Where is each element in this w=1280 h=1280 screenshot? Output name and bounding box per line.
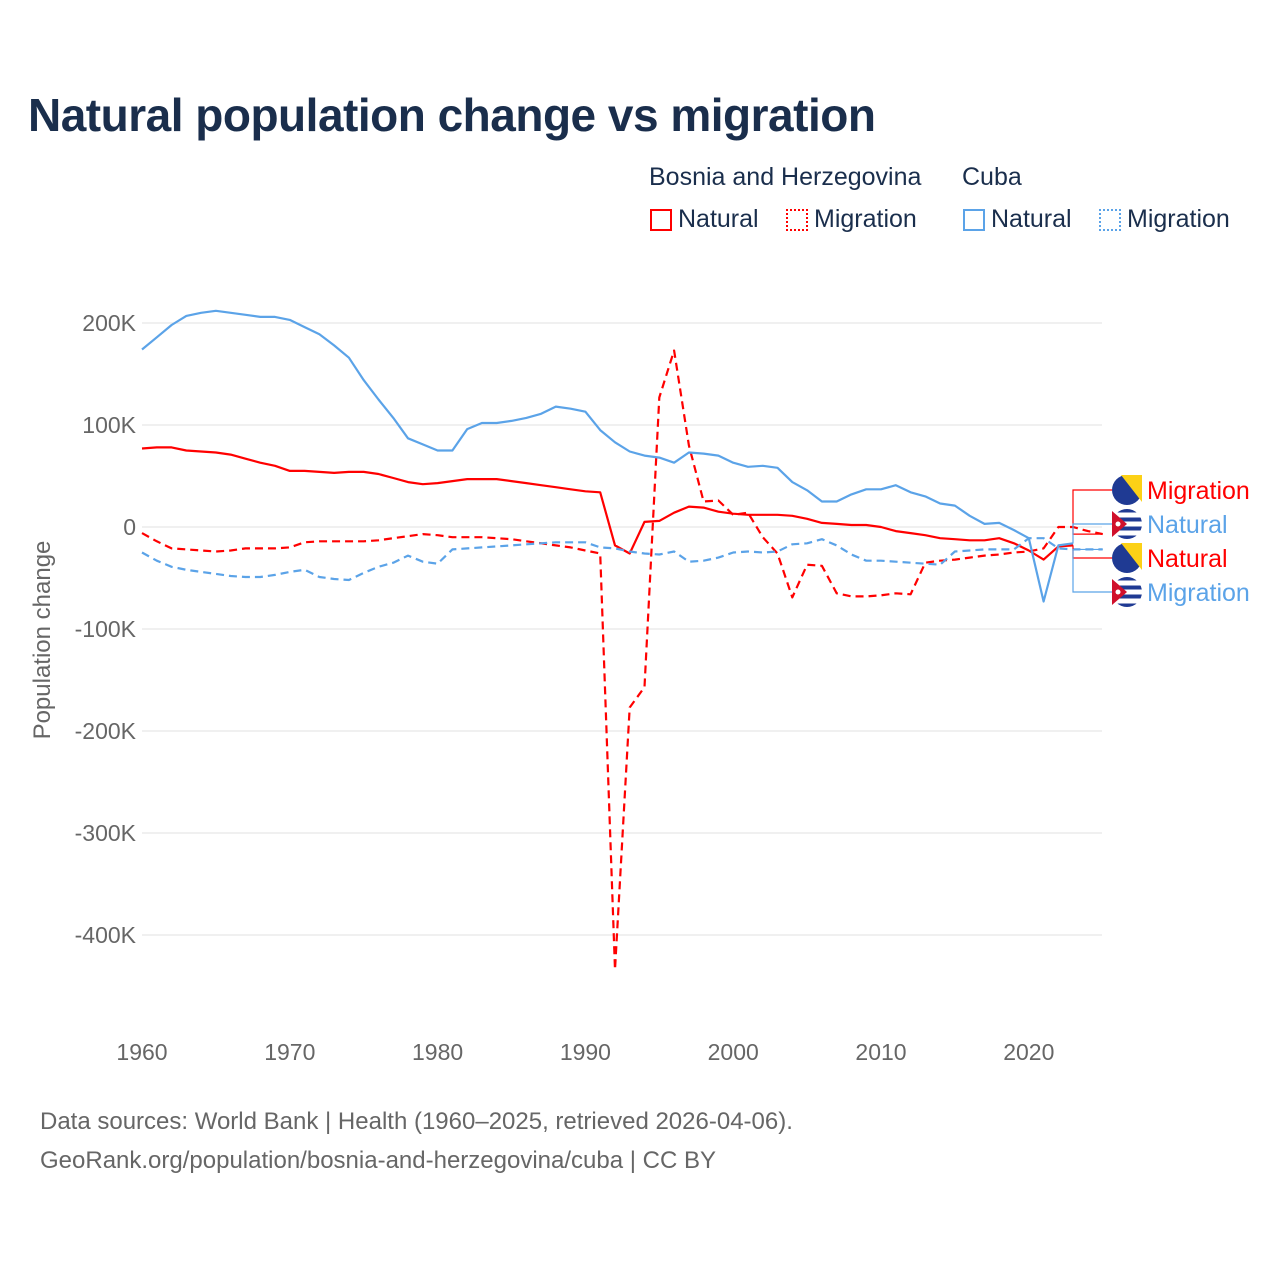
x-tick-label: 1960	[116, 1039, 167, 1065]
legend-label: Natural	[678, 205, 759, 233]
dotted-swatch-icon	[786, 208, 808, 231]
end-label: Migration	[1147, 477, 1250, 505]
x-tick-label: 2020	[1003, 1039, 1054, 1065]
y-tick-label: -300K	[75, 820, 137, 846]
solid-swatch-icon	[963, 208, 985, 231]
end-label-connector	[1072, 523, 1112, 544]
x-tick-label: 2000	[708, 1039, 759, 1065]
x-tick-label: 2010	[855, 1039, 906, 1065]
end-label-connector	[1072, 489, 1112, 535]
end-label: Migration	[1147, 579, 1250, 607]
footer-link[interactable]: GeoRank.org/population/bosnia-and-herzeg…	[40, 1147, 716, 1174]
legend-label: Natural	[991, 205, 1072, 233]
bosnia-flag-icon	[1112, 543, 1142, 573]
end-label: Natural	[1147, 545, 1228, 573]
legend-bosnia-migration[interactable]: Migration	[786, 205, 917, 234]
series-line-bosnia-and-herzegovina-migration[interactable]	[141, 349, 1103, 971]
x-tick-label: 1970	[264, 1039, 315, 1065]
y-tick-label: 200K	[82, 310, 136, 336]
x-tick-label: 1990	[560, 1039, 611, 1065]
end-label: Natural	[1147, 511, 1228, 539]
x-tick-label: 1980	[412, 1039, 463, 1065]
series-line-cuba-migration[interactable]	[141, 537, 1103, 582]
end-label-connector	[1072, 544, 1112, 559]
y-tick-label: 100K	[82, 412, 136, 438]
bosnia-flag-icon	[1112, 475, 1142, 505]
y-axis-label: Population change	[29, 541, 56, 740]
y-tick-label: 0	[123, 514, 136, 540]
legend-group-bosnia: Bosnia and Herzegovina	[649, 163, 922, 191]
cuba-flag-icon	[1112, 577, 1142, 607]
legend-bosnia-natural[interactable]: Natural	[650, 205, 759, 234]
legend-cuba-migration[interactable]: Migration	[1099, 205, 1230, 234]
y-tick-label: -200K	[75, 718, 137, 744]
legend-label: Migration	[1127, 205, 1230, 233]
dotted-swatch-icon	[1099, 208, 1121, 231]
cuba-flag-icon	[1112, 509, 1142, 539]
series-line-cuba-natural[interactable]	[141, 309, 1074, 603]
legend-group-cuba: Cuba	[962, 163, 1022, 191]
legend-label: Migration	[814, 205, 917, 233]
series-line-bosnia-and-herzegovina-natural[interactable]	[141, 446, 1074, 561]
solid-swatch-icon	[650, 208, 672, 231]
y-tick-label: -100K	[75, 616, 137, 642]
end-label-connector	[1072, 548, 1112, 593]
y-tick-label: -400K	[75, 922, 137, 948]
legend-cuba-natural[interactable]: Natural	[963, 205, 1072, 234]
chart-title: Natural population change vs migration	[28, 89, 876, 141]
footer-sources: Data sources: World Bank | Health (1960–…	[40, 1108, 793, 1135]
